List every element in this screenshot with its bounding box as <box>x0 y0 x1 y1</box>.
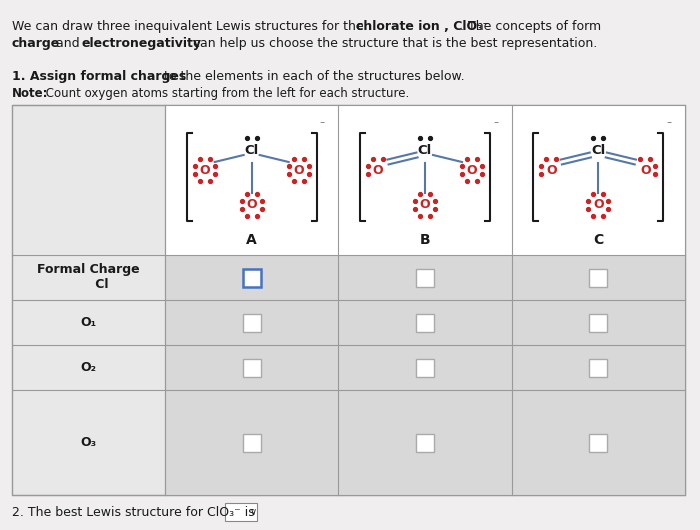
Text: . The concepts of form: . The concepts of form <box>460 20 601 33</box>
Bar <box>338 255 512 300</box>
Text: and: and <box>52 37 83 50</box>
Text: O: O <box>546 163 556 176</box>
Text: O: O <box>467 163 477 176</box>
Text: 1. Assign formal charges: 1. Assign formal charges <box>12 70 186 83</box>
Bar <box>512 345 685 390</box>
Text: chlorate ion , ClO₃⁻: chlorate ion , ClO₃⁻ <box>356 20 489 33</box>
Text: Count oxygen atoms starting from the left for each structure.: Count oxygen atoms starting from the lef… <box>42 87 409 100</box>
Text: Cl: Cl <box>418 144 432 156</box>
Bar <box>589 358 608 376</box>
Bar <box>243 269 260 287</box>
Bar <box>589 434 608 452</box>
Text: O: O <box>640 163 650 176</box>
Text: Cl: Cl <box>592 144 606 156</box>
Bar <box>165 105 685 255</box>
Bar <box>416 434 434 452</box>
Bar <box>243 314 260 331</box>
Bar <box>338 345 512 390</box>
Bar <box>589 269 608 287</box>
Text: O: O <box>199 163 210 176</box>
Bar <box>416 358 434 376</box>
Bar <box>512 390 685 495</box>
Bar <box>165 255 338 300</box>
Text: ⁻: ⁻ <box>666 120 671 130</box>
Text: to the elements in each of the structures below.: to the elements in each of the structure… <box>160 70 465 83</box>
Text: 2. The best Lewis structure for ClO₃⁻ is: 2. The best Lewis structure for ClO₃⁻ is <box>12 506 255 518</box>
Text: Note:: Note: <box>12 87 48 100</box>
Bar <box>512 300 685 345</box>
Text: O₂: O₂ <box>80 361 97 374</box>
Text: Formal Charge
      Cl: Formal Charge Cl <box>37 263 140 292</box>
Bar <box>512 255 685 300</box>
Bar <box>165 300 338 345</box>
Text: electronegativity: electronegativity <box>82 37 202 50</box>
Bar <box>165 390 338 495</box>
Text: A: A <box>246 233 257 247</box>
Text: charge: charge <box>12 37 60 50</box>
Bar <box>338 300 512 345</box>
Text: ⁻: ⁻ <box>320 120 325 130</box>
Text: O: O <box>593 199 603 211</box>
Text: ∨: ∨ <box>249 507 257 517</box>
Text: C: C <box>593 233 603 247</box>
Text: can help us choose the structure that is the best representation.: can help us choose the structure that is… <box>189 37 597 50</box>
Text: B: B <box>420 233 430 247</box>
Bar <box>165 345 338 390</box>
Bar <box>338 390 512 495</box>
Bar <box>589 314 608 331</box>
Bar <box>225 503 257 521</box>
Bar <box>12 105 685 495</box>
Bar <box>243 358 260 376</box>
Bar <box>243 434 260 452</box>
Text: O: O <box>246 199 257 211</box>
Text: O₁: O₁ <box>80 316 97 329</box>
Text: O: O <box>420 199 430 211</box>
Text: O₃: O₃ <box>80 436 97 449</box>
Text: O: O <box>372 163 384 176</box>
Bar <box>416 314 434 331</box>
Text: We can draw three inequivalent Lewis structures for the: We can draw three inequivalent Lewis str… <box>12 20 368 33</box>
Text: O: O <box>293 163 304 176</box>
Bar <box>416 269 434 287</box>
Text: Cl: Cl <box>244 144 259 156</box>
Text: ⁻: ⁻ <box>493 120 498 130</box>
